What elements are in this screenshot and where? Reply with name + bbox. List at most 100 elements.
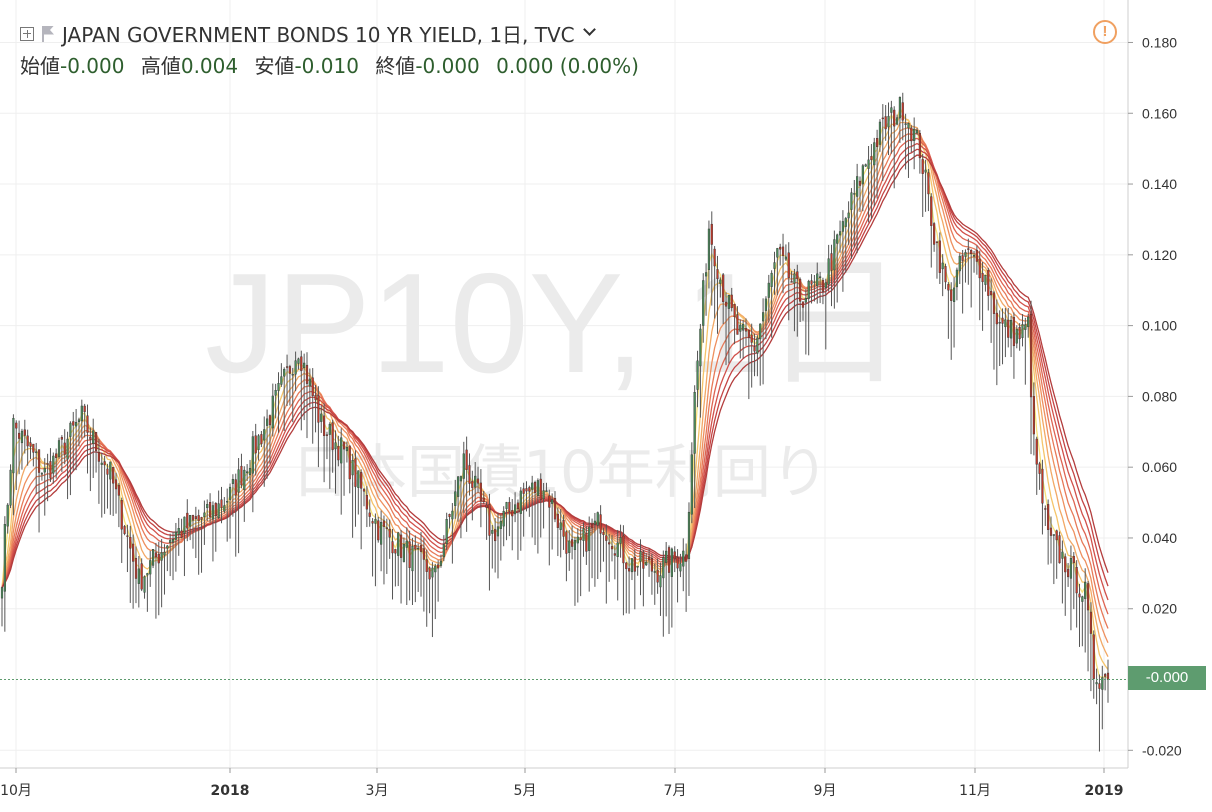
- candle-body: [77, 419, 81, 422]
- candle-body: [351, 460, 354, 476]
- candle-body: [964, 252, 967, 257]
- candle-body: [625, 562, 628, 570]
- close-value: -0.000: [415, 54, 480, 78]
- candle-body: [522, 488, 525, 494]
- candle-body: [40, 473, 43, 475]
- candle-body: [779, 246, 782, 250]
- candle-body: [203, 512, 206, 517]
- candle-body: [32, 443, 35, 453]
- alert-icon[interactable]: !: [1093, 20, 1117, 44]
- candle-body: [930, 196, 933, 226]
- last-price-tag: -0.000: [1128, 666, 1206, 690]
- candle-body: [727, 294, 730, 309]
- watermark-name: 日本国債10年利回り: [291, 438, 829, 506]
- candle-body: [117, 484, 120, 496]
- candle-body: [1078, 593, 1081, 598]
- candle-body: [234, 479, 237, 496]
- candle-body: [72, 421, 75, 426]
- candle-body: [898, 97, 901, 119]
- candle-body: [628, 568, 631, 572]
- candle-body: [807, 280, 810, 299]
- chevron-down-icon[interactable]: [582, 23, 596, 36]
- candle-body: [1106, 672, 1110, 680]
- candle-body: [123, 526, 126, 534]
- candle-body: [83, 405, 86, 412]
- high-label: 高値: [140, 54, 181, 78]
- candle-body: [180, 530, 183, 538]
- candle-body: [759, 323, 762, 340]
- candle-body: [642, 551, 645, 569]
- candle-body: [921, 159, 924, 174]
- candle-body: [750, 334, 753, 343]
- candle-body: [417, 547, 420, 550]
- candle-body: [1038, 463, 1041, 474]
- candle-body: [479, 482, 482, 502]
- candle-body: [1018, 327, 1021, 340]
- candle-body: [288, 366, 291, 374]
- candle-body: [92, 430, 95, 444]
- candle-body: [482, 497, 485, 502]
- candle-body: [941, 262, 944, 270]
- candle-body: [448, 514, 451, 518]
- candle-body: [1072, 555, 1075, 564]
- candle-body: [984, 275, 987, 285]
- candle-body: [160, 552, 163, 561]
- expand-icon[interactable]: [20, 26, 34, 41]
- price-axis[interactable]: 0.180 0.160 0.140 0.120 0.100 0.080 0.060 0.040…: [1128, 34, 1182, 758]
- candle-body: [673, 551, 676, 560]
- candle-body: [362, 489, 366, 492]
- candle-body: [793, 273, 796, 284]
- candle-body: [211, 505, 215, 520]
- candle-body: [89, 436, 92, 440]
- candle-body: [770, 272, 773, 287]
- candle-body: [602, 531, 605, 536]
- candle-body: [987, 270, 990, 296]
- candle-body: [1075, 566, 1078, 594]
- candle-body: [610, 546, 614, 550]
- candle-body: [853, 193, 856, 195]
- candle-body: [23, 429, 26, 436]
- candle-body: [399, 534, 403, 558]
- candle-body: [545, 490, 548, 492]
- candle-body: [146, 573, 149, 576]
- candle-body: [214, 503, 217, 517]
- candle-body: [630, 558, 634, 573]
- candle-body: [15, 422, 18, 429]
- candle-body: [391, 541, 394, 554]
- candle-body: [565, 531, 568, 554]
- candle-body: [961, 255, 964, 261]
- candle-body: [397, 532, 400, 556]
- symbol-title[interactable]: JAPAN GOVERNMENT BONDS 10 YR YIELD, 1日, …: [62, 23, 575, 47]
- candle-body: [542, 490, 545, 500]
- candle-body: [998, 322, 1001, 324]
- candle-body: [605, 535, 608, 541]
- candle-body: [408, 541, 411, 568]
- candle-body: [773, 262, 776, 269]
- candle-body: [354, 458, 357, 487]
- chart-header: JAPAN GOVERNMENT BONDS 10 YR YIELD, 1日, …: [20, 19, 596, 48]
- y-tick-label: 0.120: [1142, 247, 1177, 263]
- candle-body: [1007, 319, 1010, 338]
- candle-body: [884, 116, 887, 130]
- candle-body: [975, 250, 978, 262]
- candle-body: [499, 520, 502, 529]
- candle-body: [442, 544, 445, 558]
- flag-icon[interactable]: [42, 25, 54, 42]
- candle-body: [334, 442, 337, 450]
- candle-body: [197, 515, 200, 521]
- candle-body: [57, 440, 61, 457]
- candle-body: [331, 422, 334, 450]
- candle-body: [169, 540, 172, 543]
- candle-body: [183, 516, 186, 534]
- candle-body: [63, 442, 66, 455]
- candle-body: [887, 115, 890, 128]
- time-axis[interactable]: 10月 2018 3月 5月 7月 9月 11月 2019: [0, 768, 1123, 799]
- candle-body: [317, 395, 320, 423]
- candle-body: [1009, 319, 1013, 339]
- open-value: -0.000: [60, 54, 125, 78]
- candle-body: [29, 442, 32, 447]
- candle-body: [933, 223, 936, 245]
- candle-body: [619, 537, 622, 544]
- candle-body: [20, 430, 24, 444]
